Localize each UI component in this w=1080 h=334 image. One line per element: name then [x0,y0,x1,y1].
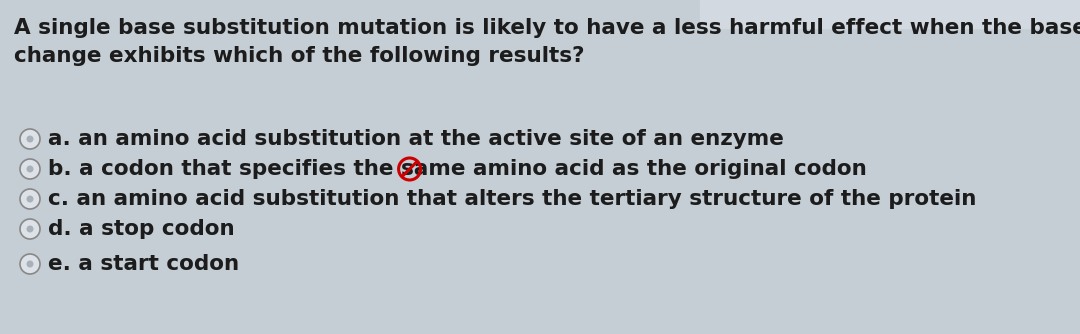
Circle shape [27,225,33,232]
Text: c. an amino acid substitution that alters the tertiary structure of the protein: c. an amino acid substitution that alter… [48,189,976,209]
Circle shape [27,261,33,268]
Circle shape [21,129,40,149]
Bar [700,0,1080,28]
Circle shape [21,189,40,209]
Circle shape [21,159,40,179]
Circle shape [27,136,33,143]
Circle shape [21,254,40,274]
Circle shape [27,166,33,172]
Text: b. a codon that specifies the same amino acid as the original codon: b. a codon that specifies the same amino… [48,159,867,179]
Text: d. a stop codon: d. a stop codon [48,219,234,239]
Text: A single base substitution mutation is likely to have a less harmful effect when: A single base substitution mutation is l… [14,18,1080,38]
Circle shape [27,195,33,202]
Text: e. a start codon: e. a start codon [48,254,239,274]
Text: change exhibits which of the following results?: change exhibits which of the following r… [14,46,584,66]
Text: a. an amino acid substitution at the active site of an enzyme: a. an amino acid substitution at the act… [48,129,784,149]
Circle shape [21,219,40,239]
